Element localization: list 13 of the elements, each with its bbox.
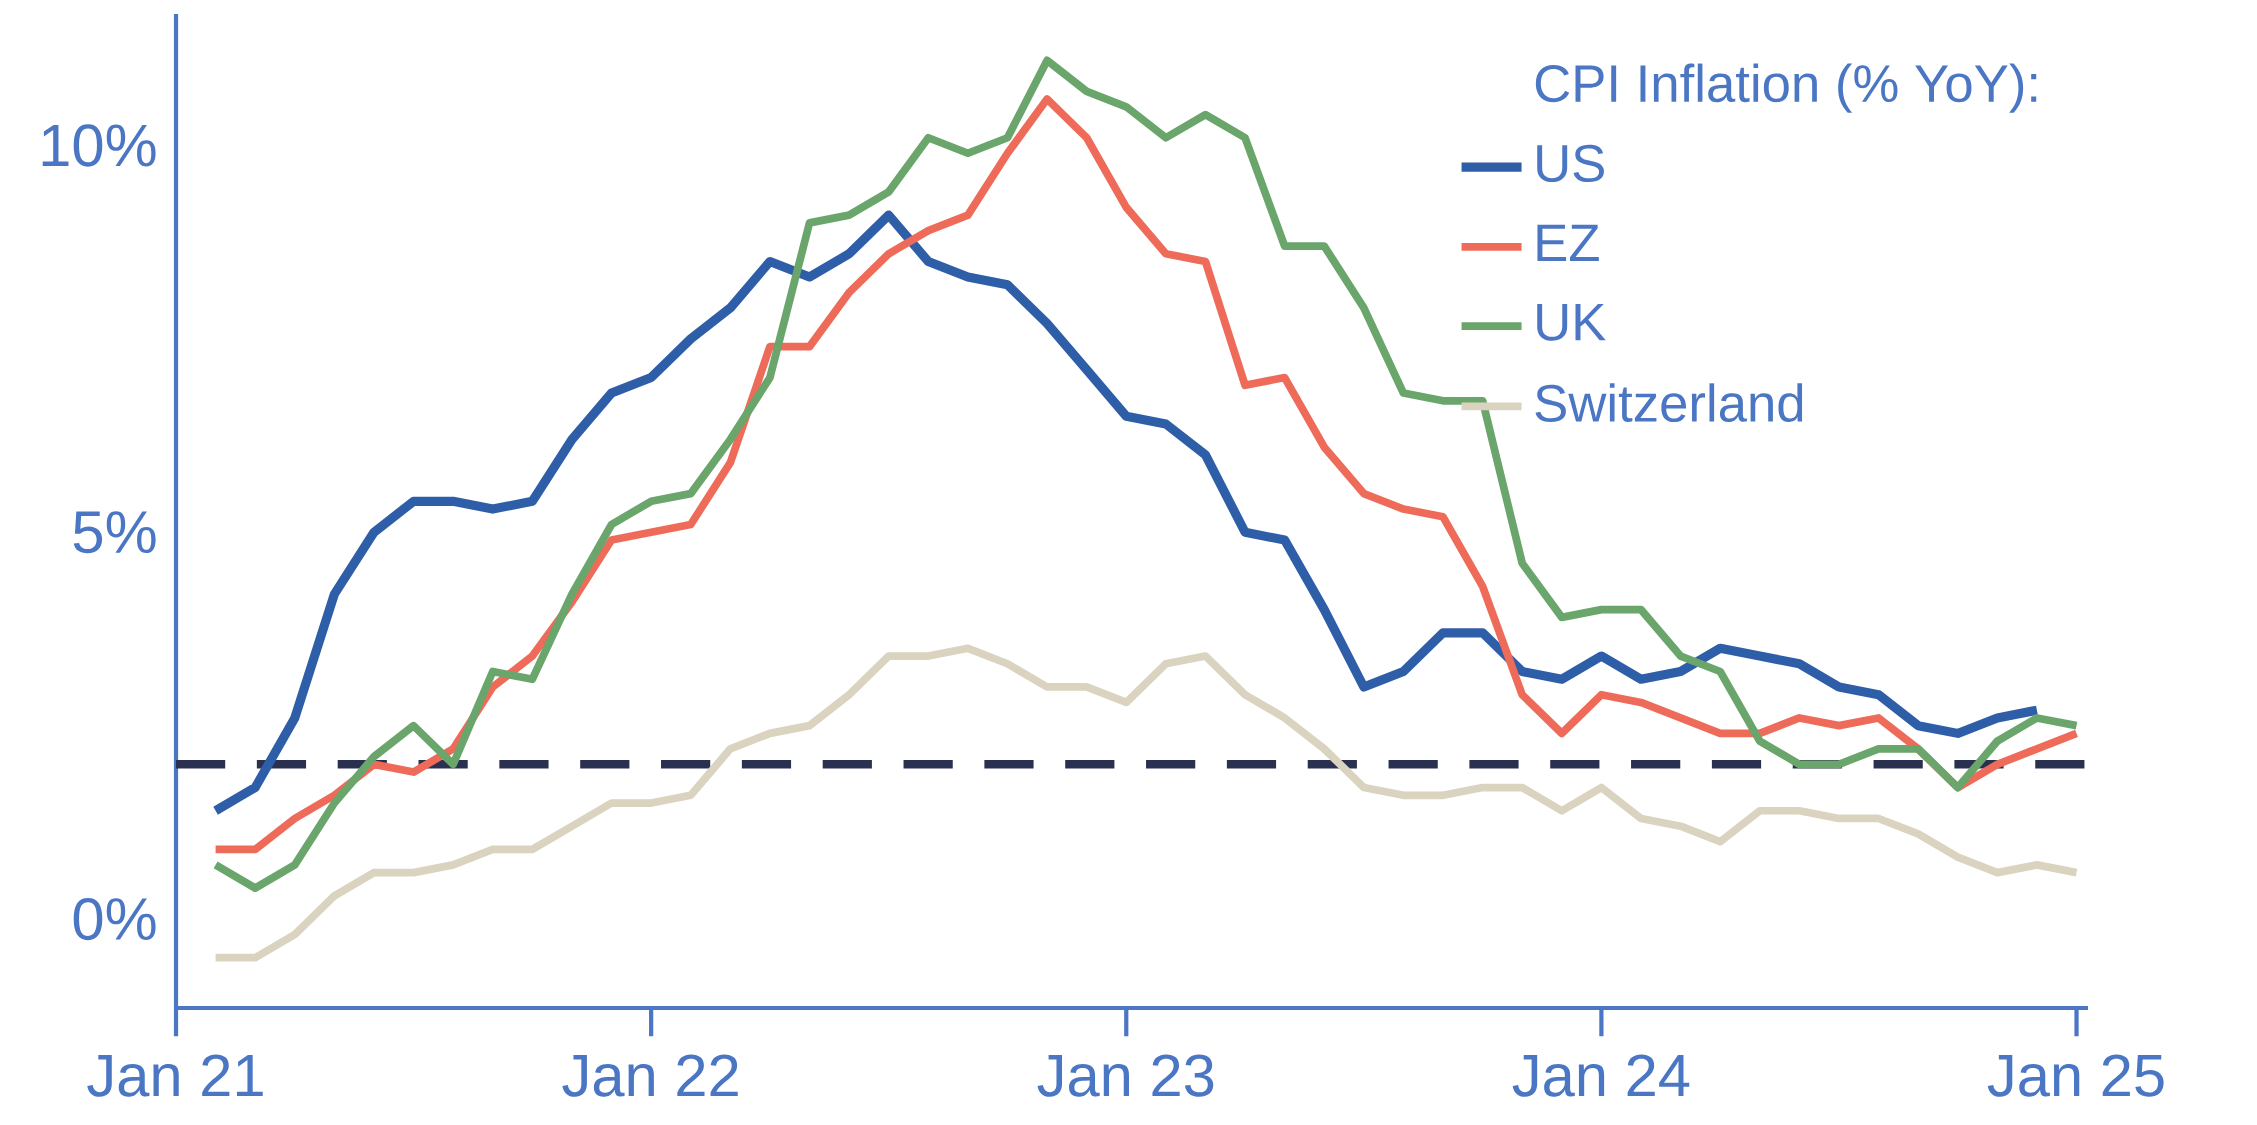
legend-title: CPI Inflation (% YoY): [1535, 63, 2037, 113]
legend-label: US [1537, 144, 1604, 183]
y-tick-label: 10% [42, 124, 156, 167]
x-tick-label: Jan 25 [1987, 1054, 2164, 1097]
x-tick-label: Jan 23 [1037, 1054, 1214, 1097]
legend-label: UK [1537, 304, 1606, 341]
y-tick-label: 5% [73, 511, 156, 554]
y-tick-label: 0% [73, 897, 156, 941]
x-tick-label: Jan 24 [1512, 1054, 1690, 1097]
legend-label: EZ [1537, 224, 1599, 261]
x-tick-label: Jan 22 [562, 1054, 738, 1097]
legend-label: Switzerland [1535, 383, 1803, 423]
x-tick-label: Jan 21 [87, 1054, 263, 1097]
